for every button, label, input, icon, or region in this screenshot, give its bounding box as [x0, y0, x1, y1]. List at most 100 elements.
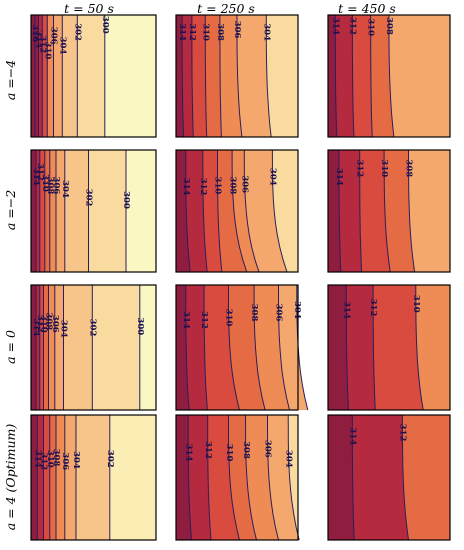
contour-line [388, 15, 395, 138]
contour-label: 312 [203, 441, 213, 459]
panel-frame [175, 414, 299, 541]
contour-line [383, 150, 391, 273]
contour-label: 308 [44, 312, 54, 330]
panel-frame [175, 284, 299, 411]
contour-label: 302 [87, 319, 97, 337]
temperature-band [36, 285, 40, 410]
contour-label: 306 [51, 177, 61, 195]
panel-frame [30, 284, 157, 411]
contour-label: 308 [45, 177, 55, 195]
contour-panel-r3-c2: 314 312 310 308 306 304 [175, 284, 309, 411]
temperature-band [176, 415, 192, 540]
contour-line [204, 15, 208, 138]
contour-label: 314 [330, 17, 340, 35]
contour-line [185, 150, 191, 273]
contour-line [228, 285, 240, 411]
contour-line [359, 150, 363, 273]
panel-frame [30, 414, 157, 541]
temperature-band [204, 285, 240, 410]
contour-label: 304 [59, 320, 69, 338]
contour-label: 314 [181, 311, 191, 329]
temperature-band [207, 415, 240, 540]
contour-line [351, 415, 355, 541]
contour-label: 306 [263, 440, 273, 458]
contour-line [287, 414, 300, 541]
temperature-band [56, 150, 65, 272]
contour-label: 306 [60, 452, 70, 470]
temperature-band [63, 285, 93, 410]
temperature-band [31, 285, 36, 410]
temperature-band [185, 150, 208, 272]
panel-frame [175, 149, 299, 273]
temperature-band [328, 150, 341, 272]
temperature-band [278, 285, 308, 410]
temperature-band [54, 285, 64, 410]
contour-line [228, 415, 240, 541]
contour-label: 312 [368, 299, 378, 317]
contour-label: 314 [334, 168, 344, 186]
contour-line [278, 285, 290, 411]
panel-frame [30, 14, 157, 138]
temperature-band [188, 415, 211, 540]
temperature-band [370, 15, 394, 137]
temperature-band [359, 150, 391, 272]
contour-label: 300 [135, 317, 145, 335]
temperature-band [48, 285, 55, 410]
contour-label: 314 [31, 168, 41, 186]
temperature-band [49, 150, 56, 272]
temperature-band [43, 415, 50, 540]
contour-line [245, 414, 257, 541]
contour-line [202, 150, 208, 273]
contour-label: 314 [183, 444, 193, 462]
temperature-band [182, 15, 194, 137]
contour-line [408, 150, 416, 273]
contour-label: 310 [213, 177, 223, 195]
temperature-band [176, 285, 190, 410]
row-title-a-minus-2: a =−2 [3, 190, 18, 230]
contour-label: 302 [105, 450, 115, 468]
temperature-band [237, 15, 272, 137]
temperature-band [76, 415, 110, 540]
contour-label: 306 [50, 315, 60, 333]
temperature-band [38, 15, 43, 137]
temperature-band [244, 150, 287, 272]
contour-line [267, 415, 279, 541]
temperature-band [328, 15, 337, 137]
contour-label: 312 [199, 311, 209, 329]
contour-label: 312 [187, 23, 197, 41]
temperature-band [43, 285, 49, 410]
temperature-band [267, 415, 300, 540]
contour-panel-r1-c3: 314 312 310 308 [327, 14, 451, 138]
contour-label: 310 [411, 295, 421, 313]
contour-label: 304 [292, 301, 302, 319]
contour-line [370, 15, 373, 138]
row-title-a-minus-4: a =−4 [3, 60, 18, 100]
temperature-band [328, 415, 355, 540]
contour-label: 310 [200, 23, 210, 41]
contour-label: 306 [240, 175, 250, 193]
contour-label: 312 [35, 163, 45, 181]
row-title-a-0: a = 0 [3, 330, 18, 364]
row-title-a-4-optimum: a = 4 (Optimum) [3, 424, 18, 531]
contour-line [217, 150, 223, 273]
temperature-band [185, 285, 208, 410]
temperature-band [31, 15, 35, 137]
contour-line [207, 415, 212, 541]
contour-label: 304 [268, 168, 278, 186]
contour-label: 308 [404, 159, 414, 177]
temperature-band [56, 415, 65, 540]
contour-label: 310 [40, 174, 50, 192]
contour-label: 314 [34, 31, 44, 49]
temperature-band [31, 415, 38, 540]
contour-label: 310 [366, 18, 376, 36]
contour-label: 312 [39, 452, 49, 470]
contour-panel-r2-c3: 314 312 310 308 [327, 149, 451, 273]
contour-label: 314 [181, 178, 191, 196]
temperature-band [373, 285, 424, 410]
temperature-band [64, 150, 89, 272]
contour-line [203, 285, 208, 411]
contour-line [191, 15, 194, 138]
temperature-band [49, 415, 56, 540]
panel-frame [30, 149, 157, 273]
